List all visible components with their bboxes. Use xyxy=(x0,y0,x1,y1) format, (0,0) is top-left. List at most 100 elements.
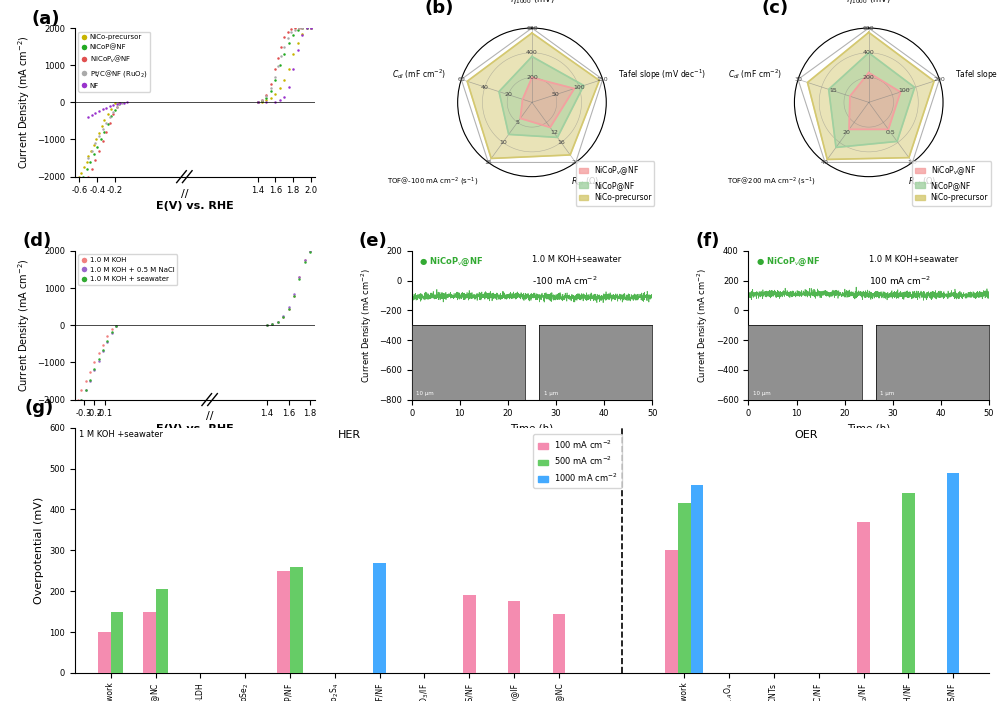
Pt/C@NF (RuO$_2$) xyxy=(90,139,102,147)
NiCoP@NF xyxy=(279,50,291,58)
NiCoP@NF xyxy=(95,135,107,144)
Text: 20: 20 xyxy=(843,130,851,135)
NiCoP@NF xyxy=(261,94,273,102)
Text: 150: 150 xyxy=(596,77,608,82)
Text: $\eta_{1000}$ (mV): $\eta_{1000}$ (mV) xyxy=(509,0,554,6)
Line: 1.0 M KOH + seawater: 1.0 M KOH + seawater xyxy=(80,250,312,401)
Pt/C@NF (RuO$_2$) xyxy=(270,73,282,81)
Text: 12: 12 xyxy=(549,130,557,135)
NiCo-precursor xyxy=(261,96,273,104)
1.0 M KOH + 0.5 M NaCl xyxy=(97,347,109,355)
Bar xyxy=(278,571,290,673)
1.0 M KOH xyxy=(299,256,311,264)
1.0 M KOH xyxy=(267,320,279,328)
Text: (a): (a) xyxy=(32,10,60,27)
1.0 M KOH xyxy=(277,313,289,321)
NF xyxy=(111,100,123,108)
Bar xyxy=(902,493,915,673)
Legend: NiCo-precursor, NiCoP@NF, NiCoP$_v$@NF, Pt/C@NF (RuO$_2$), NF: NiCo-precursor, NiCoP@NF, NiCoP$_v$@NF, … xyxy=(78,32,150,92)
NiCoP$_v$@NF xyxy=(261,90,273,99)
1.0 M KOH xyxy=(110,322,122,330)
Pt/C@NF (RuO$_2$) xyxy=(114,100,126,109)
Legend: NiCoP$_v$@NF, NiCoP@NF, NiCo-precursor: NiCoP$_v$@NF, NiCoP@NF, NiCo-precursor xyxy=(912,161,991,205)
X-axis label: E(V) vs. RHE: E(V) vs. RHE xyxy=(156,201,234,211)
1.0 M KOH + 0.5 M NaCl xyxy=(277,312,289,320)
Pt/C@NF (RuO$_2$) xyxy=(111,103,123,111)
Text: 0.5: 0.5 xyxy=(886,130,895,135)
NiCoP$_v$@NF xyxy=(97,137,109,146)
Text: TOF@-100 mA cm$^{-2}$ (s$^{-1}$): TOF@-100 mA cm$^{-2}$ (s$^{-1}$) xyxy=(388,176,479,188)
NiCo-precursor xyxy=(102,110,114,118)
Text: $R_{ct}$ ($\Omega$): $R_{ct}$ ($\Omega$) xyxy=(571,176,599,188)
NiCo-precursor xyxy=(75,169,87,177)
Text: $\eta_{1000}$ (mV): $\eta_{1000}$ (mV) xyxy=(846,0,891,6)
1.0 M KOH + 0.5 M NaCl xyxy=(88,366,100,374)
Bar xyxy=(98,632,111,673)
X-axis label: E(V) vs. RHE: E(V) vs. RHE xyxy=(156,424,234,434)
NF xyxy=(283,83,295,92)
NF xyxy=(305,24,317,32)
NiCoP$_v$@NF xyxy=(296,24,308,32)
Pt/C@NF (RuO$_2$) xyxy=(256,96,268,104)
NiCoP$_v$@NF xyxy=(100,128,112,136)
NiCoP$_v$@NF xyxy=(289,24,301,32)
NiCoP$_v$@NF xyxy=(90,156,102,164)
Pt/C@NF (RuO$_2$) xyxy=(97,125,109,133)
Line: NiCo-precursor: NiCo-precursor xyxy=(78,27,313,178)
NiCo-precursor xyxy=(283,64,295,73)
Text: (g): (g) xyxy=(25,399,54,417)
Text: 1.0 M KOH+seawater: 1.0 M KOH+seawater xyxy=(869,255,958,264)
NiCo-precursor xyxy=(93,128,105,137)
Text: 50: 50 xyxy=(551,93,559,97)
NiCoP@NF xyxy=(77,172,89,181)
NiCoP$_v$@NF xyxy=(107,110,119,118)
NiCoP$_v$@NF xyxy=(282,27,294,36)
Text: HER: HER xyxy=(338,430,361,440)
1.0 M KOH + 0.5 M NaCl xyxy=(261,321,273,329)
NiCoP@NF xyxy=(102,120,114,128)
Polygon shape xyxy=(499,57,583,137)
NiCo-precursor xyxy=(296,29,308,38)
NiCoP@NF xyxy=(256,97,268,105)
1.0 M KOH + seawater xyxy=(294,275,306,283)
Text: 100: 100 xyxy=(573,85,584,90)
NiCo-precursor xyxy=(82,152,94,161)
1.0 M KOH xyxy=(304,247,316,255)
NiCo-precursor xyxy=(88,141,100,149)
Text: 10: 10 xyxy=(499,140,506,145)
NiCoP@NF xyxy=(287,32,299,40)
Text: 15: 15 xyxy=(485,160,493,165)
Bar xyxy=(690,485,703,673)
Pt/C@NF (RuO$_2$) xyxy=(286,28,298,36)
1.0 M KOH xyxy=(261,321,273,329)
NiCo-precursor xyxy=(96,122,108,130)
1.0 M KOH + 0.5 M NaCl xyxy=(84,377,96,386)
Text: (c): (c) xyxy=(761,0,789,18)
NiCoP$_v$@NF xyxy=(93,147,105,155)
NiCoP$_v$@NF xyxy=(275,42,287,50)
NiCo-precursor xyxy=(256,97,268,106)
1.0 M KOH + 0.5 M NaCl xyxy=(272,318,284,326)
NiCoP$_v$@NF xyxy=(256,96,268,104)
Legend: 1.0 M KOH, 1.0 M KOH + 0.5 M NaCl, 1.0 M KOH + seawater: 1.0 M KOH, 1.0 M KOH + 0.5 M NaCl, 1.0 M… xyxy=(78,254,177,285)
NF xyxy=(270,97,282,106)
Bar xyxy=(947,472,959,673)
Legend: 100 mA cm$^{-2}$, 500 mA cm$^{-2}$, 1000 mA cm$^{-2}$: 100 mA cm$^{-2}$, 500 mA cm$^{-2}$, 1000… xyxy=(533,434,622,488)
Text: 100: 100 xyxy=(898,88,910,93)
Line: NiCoP@NF: NiCoP@NF xyxy=(82,27,313,178)
NiCoP$_v$@NF xyxy=(293,24,305,32)
Line: NF: NF xyxy=(87,27,313,118)
NiCo-precursor xyxy=(73,172,85,181)
NiCoP$_v$@NF xyxy=(82,172,94,181)
NiCo-precursor xyxy=(279,76,291,84)
NF xyxy=(274,96,286,104)
NF xyxy=(301,24,313,32)
Y-axis label: Overpotential (mV): Overpotential (mV) xyxy=(34,497,44,604)
NiCo-precursor xyxy=(305,24,317,32)
Bar xyxy=(290,566,303,673)
1.0 M KOH xyxy=(88,358,100,367)
Pt/C@NF (RuO$_2$) xyxy=(86,147,98,155)
1.0 M KOH + seawater xyxy=(88,365,100,374)
Text: $R_{ct}$ ($\Omega$): $R_{ct}$ ($\Omega$) xyxy=(908,176,936,188)
Text: 15: 15 xyxy=(829,88,837,93)
